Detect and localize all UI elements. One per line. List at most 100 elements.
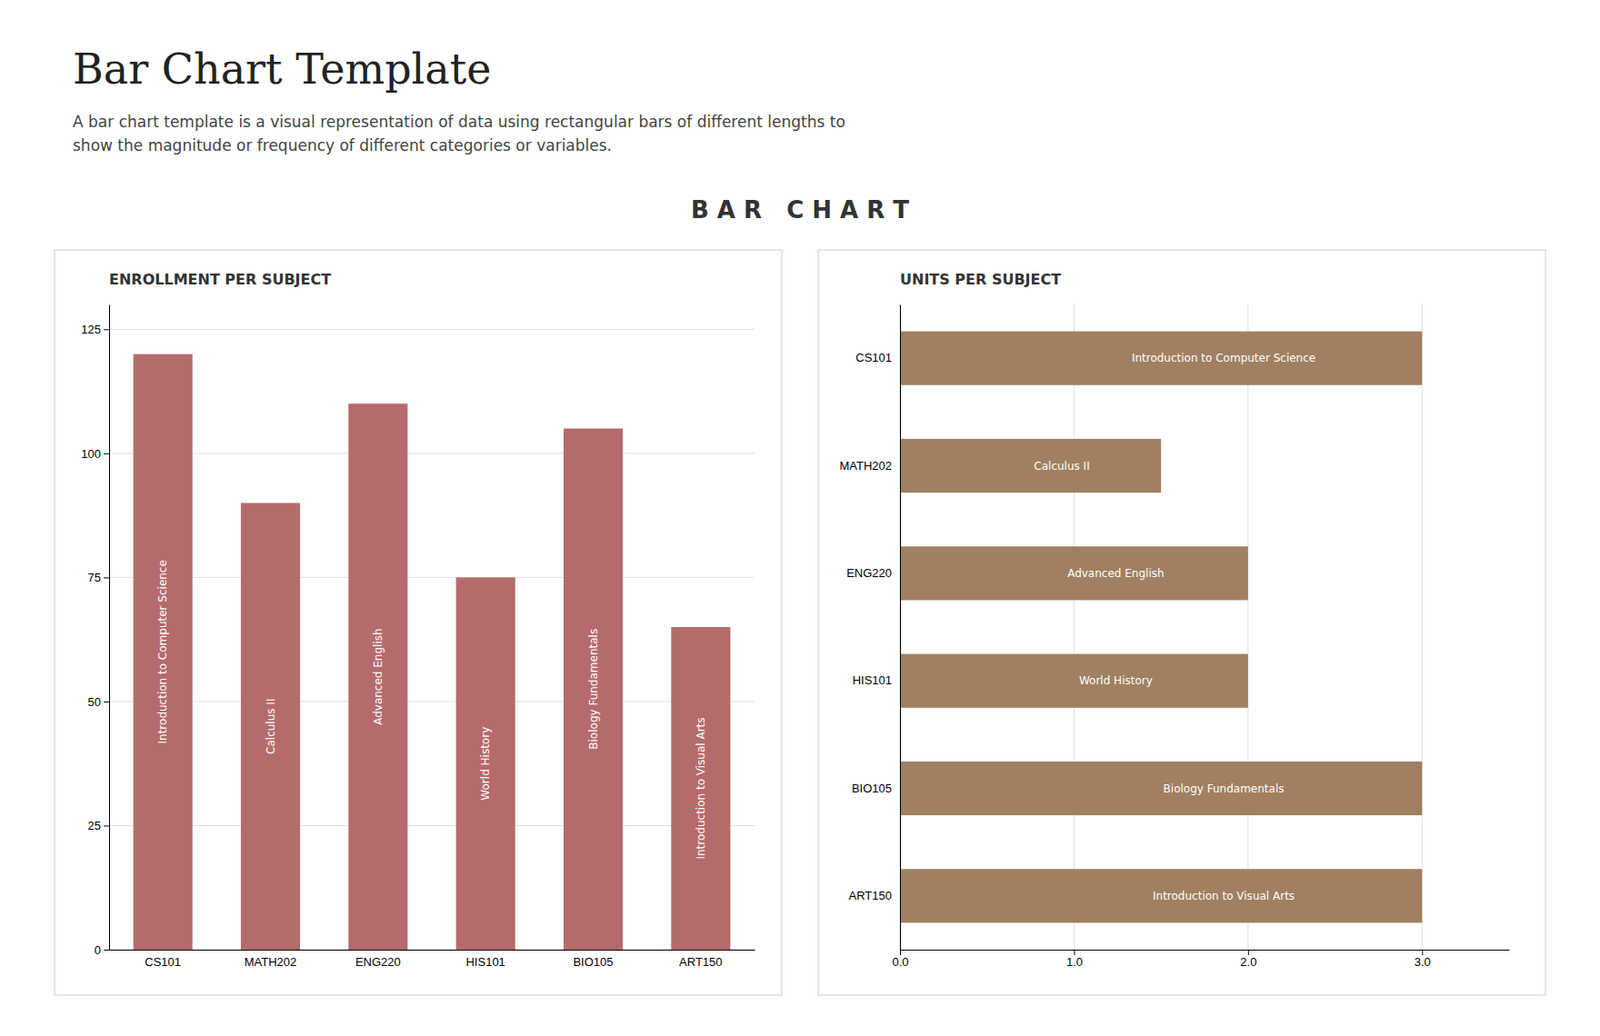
- bar-label: World History: [1079, 674, 1153, 688]
- grid-line: [900, 304, 901, 950]
- bar: [900, 761, 1422, 816]
- bar: [900, 869, 1422, 923]
- tick-mark: [103, 950, 110, 951]
- y-axis: CS101 MATH202 ENG220 HIS101 BIO105 ART150: [839, 305, 900, 951]
- grid-line: [109, 825, 755, 827]
- chart-title: ENROLLMENT PER SUBJECT: [109, 270, 331, 289]
- bar-label: Introduction to Computer Science: [1131, 351, 1316, 365]
- chart-frame: [54, 250, 782, 996]
- grid: [109, 329, 755, 950]
- page: Bar Chart Template A bar chart template i…: [0, 0, 1600, 1036]
- tick-label: CS101: [855, 350, 892, 365]
- tick-mark: [103, 701, 110, 703]
- tick: ENG220: [355, 955, 401, 970]
- bar: [240, 502, 300, 950]
- tick-label: ART150: [849, 889, 892, 903]
- tick-label: 0: [94, 943, 101, 958]
- grid-line: [109, 700, 755, 702]
- bar: [900, 546, 1249, 600]
- tick: ENG220: [846, 566, 892, 580]
- chart-frame: [818, 250, 1546, 996]
- tick-label: MATH202: [244, 955, 298, 970]
- tick-label: ENG220: [846, 566, 892, 580]
- grid-line: [109, 329, 755, 330]
- axis-line: [900, 305, 901, 951]
- tick: ART150: [679, 955, 722, 970]
- main-heading: B A R C H A R T: [690, 196, 910, 224]
- tick-label: BIO105: [572, 955, 613, 970]
- tick: BIO105: [572, 955, 613, 970]
- grid-line: [1073, 304, 1075, 950]
- bar-label: Biology Fundamentals: [1163, 782, 1285, 796]
- tick: BIO105: [851, 781, 892, 796]
- tick: MATH202: [244, 955, 298, 970]
- chart: UNITS PER SUBJECT Introduction to Compute…: [818, 250, 1546, 996]
- grid-line: [109, 452, 755, 454]
- chart-title: UNITS PER SUBJECT: [900, 270, 1061, 289]
- subtitle-line: A bar chart template is a visual represe…: [72, 112, 846, 131]
- tick-label: 100: [80, 447, 101, 461]
- tick-label: 1.0: [1066, 955, 1083, 970]
- tick: 2.0: [1240, 950, 1257, 970]
- y-axis: 0 25 50 75 100 125: [80, 305, 110, 958]
- bar: [900, 331, 1422, 386]
- bar-label: Biology Fundamentals: [587, 629, 600, 750]
- tick-mark: [103, 453, 110, 455]
- tick-label: 125: [80, 322, 101, 337]
- tick: 3.0: [1414, 950, 1431, 970]
- tick-label: 3.0: [1414, 955, 1431, 970]
- tick-mark: [1421, 950, 1423, 956]
- grid: [900, 304, 1422, 950]
- bar: [670, 627, 730, 950]
- tick: CS101: [144, 955, 181, 970]
- tick-label: HIS101: [465, 955, 505, 970]
- axis-line: [900, 950, 1510, 951]
- bar-label: Calculus II: [264, 699, 278, 755]
- bars: [900, 331, 1422, 924]
- tick-mark: [103, 329, 110, 330]
- tick-label: HIS101: [852, 673, 892, 688]
- x-axis: CS101 MATH202 ENG220 HIS101 BIO105 ART150: [110, 950, 756, 970]
- tick-mark: [900, 950, 901, 956]
- tick-mark: [1248, 950, 1250, 956]
- tick-mark: [103, 577, 110, 579]
- bar: [900, 439, 1161, 493]
- bar: [900, 654, 1249, 709]
- tick: CS101: [855, 350, 892, 365]
- tick: 1.0: [1066, 950, 1083, 970]
- bar-label: Advanced English: [371, 628, 385, 725]
- bar-label: Introduction to Visual Arts: [1152, 890, 1295, 903]
- tick: 50: [88, 695, 110, 710]
- bar: [456, 577, 516, 950]
- bar-label: World History: [479, 727, 492, 801]
- tick-label: 25: [88, 819, 101, 833]
- tick-label: ART150: [679, 955, 722, 970]
- page-title: Bar Chart Template: [72, 44, 491, 94]
- tick-label: ENG220: [355, 955, 401, 970]
- tick-label: 0.0: [891, 955, 909, 970]
- axis-line: [110, 950, 756, 951]
- bar: [133, 354, 193, 950]
- tick: 0.0: [891, 950, 909, 970]
- bar-label: Introduction to Visual Arts: [694, 717, 708, 860]
- tick-label: 50: [88, 695, 101, 710]
- tick-mark: [103, 825, 110, 827]
- tick: ART150: [849, 889, 892, 903]
- bars: [133, 354, 731, 950]
- tick-label: BIO105: [851, 781, 892, 796]
- tick: 100: [80, 447, 110, 461]
- grid-line: [109, 950, 755, 951]
- bar-label: Advanced English: [1067, 567, 1164, 580]
- bar: [348, 403, 408, 950]
- bar-label: Introduction to Computer Science: [156, 560, 170, 744]
- grid-line: [109, 577, 755, 579]
- tick: 75: [88, 570, 110, 585]
- tick: 125: [80, 322, 110, 337]
- tick-mark: [1073, 950, 1075, 956]
- grid-line: [1247, 304, 1249, 950]
- tick: HIS101: [852, 673, 892, 688]
- tick: HIS101: [465, 955, 505, 970]
- tick-label: 2.0: [1240, 955, 1257, 970]
- tick-label: MATH202: [839, 459, 892, 473]
- tick: MATH202: [839, 459, 892, 473]
